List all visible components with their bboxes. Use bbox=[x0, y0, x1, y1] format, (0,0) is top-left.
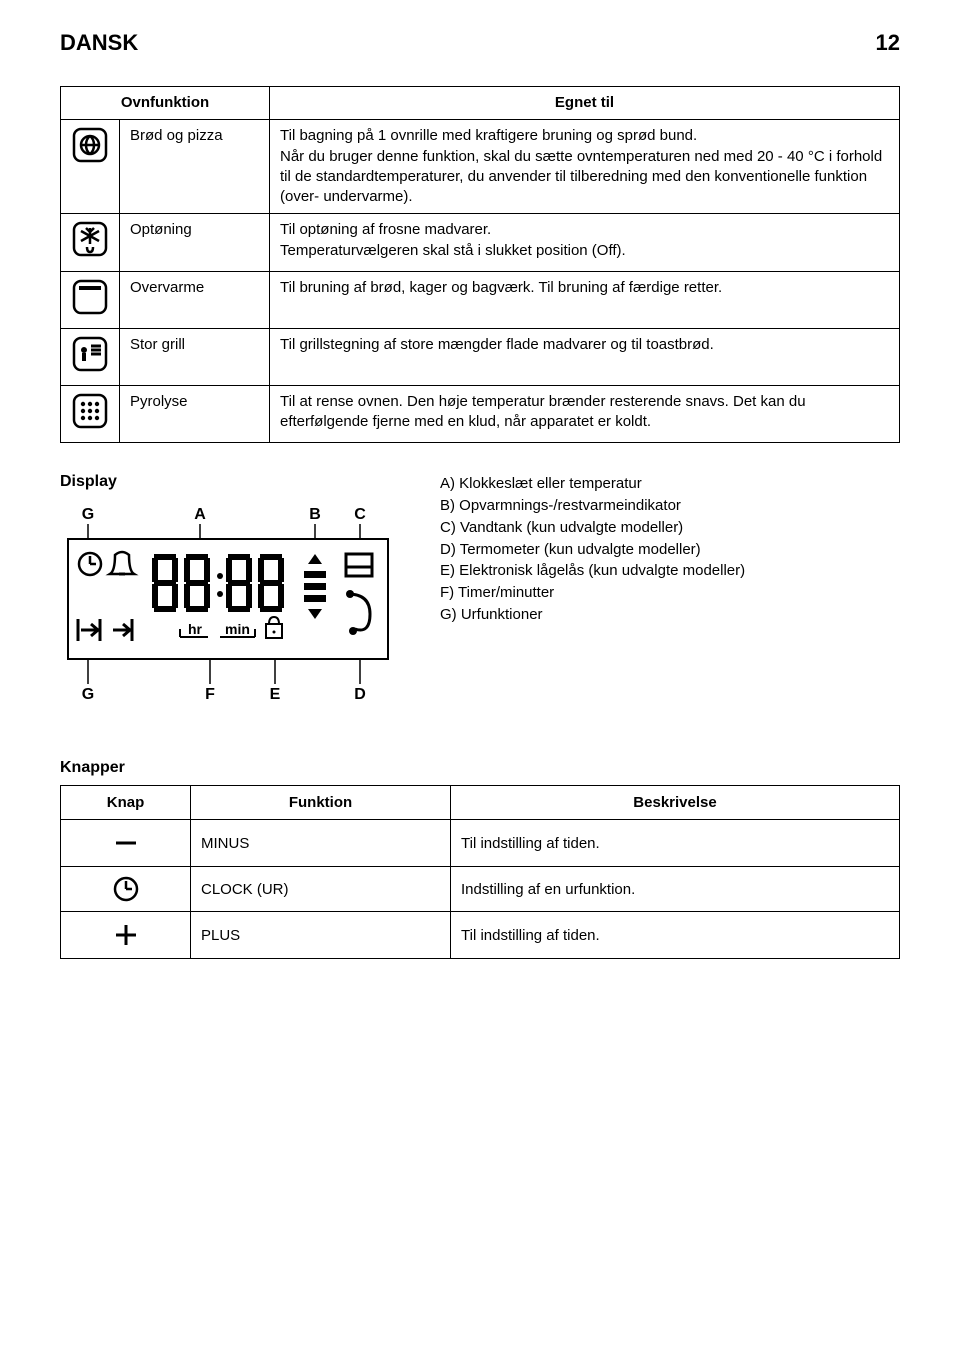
function-description: Til bagning på 1 ovnrille med kraftigere… bbox=[270, 120, 900, 214]
legend-item: G) Urfunktioner bbox=[440, 604, 900, 626]
col-header-ovnfunktion: Ovnfunktion bbox=[61, 87, 270, 120]
legend-item: F) Timer/minutter bbox=[440, 582, 900, 604]
svg-text:hr: hr bbox=[188, 621, 203, 637]
display-section: Display G A B C G F E D bbox=[60, 473, 900, 709]
pyrolysis-icon bbox=[61, 386, 120, 443]
display-diagram-block: Display G A B C G F E D bbox=[60, 473, 400, 709]
col-header-knap: Knap bbox=[61, 786, 191, 820]
table-row: OptøningTil optøning af frosne madvarer.… bbox=[61, 214, 900, 271]
page-header: DANSK 12 bbox=[60, 30, 900, 56]
defrost-icon bbox=[61, 214, 120, 271]
function-name: Stor grill bbox=[120, 328, 270, 385]
large-grill-icon bbox=[61, 328, 120, 385]
table-row: CLOCK (UR)Indstilling af en urfunktion. bbox=[61, 867, 900, 912]
knap-function: MINUS bbox=[191, 820, 451, 867]
col-header-egnet-til: Egnet til bbox=[270, 87, 900, 120]
display-title: Display bbox=[60, 473, 400, 491]
svg-text:D: D bbox=[354, 686, 366, 703]
svg-text:F: F bbox=[205, 686, 215, 703]
page-number: 12 bbox=[876, 30, 900, 56]
function-name: Optøning bbox=[120, 214, 270, 271]
table-row: PyrolyseTil at rense ovnen. Den høje tem… bbox=[61, 386, 900, 443]
oven-function-table: Ovnfunktion Egnet til Brød og pizzaTil b… bbox=[60, 86, 900, 443]
table-row: PLUSTil indstilling af tiden. bbox=[61, 912, 900, 959]
display-legend: A) Klokkeslæt eller temperaturB) Opvarmn… bbox=[440, 473, 900, 709]
legend-item: B) Opvarmnings-/restvarmeindikator bbox=[440, 495, 900, 517]
knap-function: PLUS bbox=[191, 912, 451, 959]
clock-icon bbox=[61, 867, 191, 912]
legend-item: C) Vandtank (kun udvalgte modeller) bbox=[440, 517, 900, 539]
function-name: Overvarme bbox=[120, 271, 270, 328]
table-row: Stor grillTil grillstegning af store mæn… bbox=[61, 328, 900, 385]
table-row: OvervarmeTil bruning af brød, kager og b… bbox=[61, 271, 900, 328]
table-row: Brød og pizzaTil bagning på 1 ovnrille m… bbox=[61, 120, 900, 214]
function-description: Til at rense ovnen. Den høje temperatur … bbox=[270, 386, 900, 443]
svg-text:C: C bbox=[354, 506, 366, 523]
knapper-title: Knapper bbox=[60, 759, 900, 777]
table-row: MINUSTil indstilling af tiden. bbox=[61, 820, 900, 867]
svg-text:E: E bbox=[270, 686, 281, 703]
plus-icon bbox=[61, 912, 191, 959]
knap-description: Til indstilling af tiden. bbox=[451, 820, 900, 867]
function-name: Brød og pizza bbox=[120, 120, 270, 214]
function-name: Pyrolyse bbox=[120, 386, 270, 443]
knap-description: Til indstilling af tiden. bbox=[451, 912, 900, 959]
legend-item: A) Klokkeslæt eller temperatur bbox=[440, 473, 900, 495]
function-description: Til optøning af frosne madvarer.Temperat… bbox=[270, 214, 900, 271]
svg-text:A: A bbox=[194, 506, 206, 523]
col-header-beskrivelse: Beskrivelse bbox=[451, 786, 900, 820]
legend-item: D) Termometer (kun udvalgte modeller) bbox=[440, 539, 900, 561]
svg-text:G: G bbox=[82, 506, 94, 523]
top-heat-icon bbox=[61, 271, 120, 328]
svg-text:G: G bbox=[82, 686, 94, 703]
language-label: DANSK bbox=[60, 30, 138, 56]
display-diagram: G A B C G F E D bbox=[60, 499, 400, 709]
svg-text:B: B bbox=[309, 506, 321, 523]
function-description: Til bruning af brød, kager og bagværk. T… bbox=[270, 271, 900, 328]
function-description: Til grillstegning af store mængder flade… bbox=[270, 328, 900, 385]
legend-item: E) Elektronisk lågelås (kun udvalgte mod… bbox=[440, 560, 900, 582]
knapper-table: Knap Funktion Beskrivelse MINUSTil indst… bbox=[60, 785, 900, 959]
pizza-icon bbox=[61, 120, 120, 214]
col-header-funktion: Funktion bbox=[191, 786, 451, 820]
knap-description: Indstilling af en urfunktion. bbox=[451, 867, 900, 912]
minus-icon bbox=[61, 820, 191, 867]
svg-text:min: min bbox=[225, 621, 250, 637]
knap-function: CLOCK (UR) bbox=[191, 867, 451, 912]
